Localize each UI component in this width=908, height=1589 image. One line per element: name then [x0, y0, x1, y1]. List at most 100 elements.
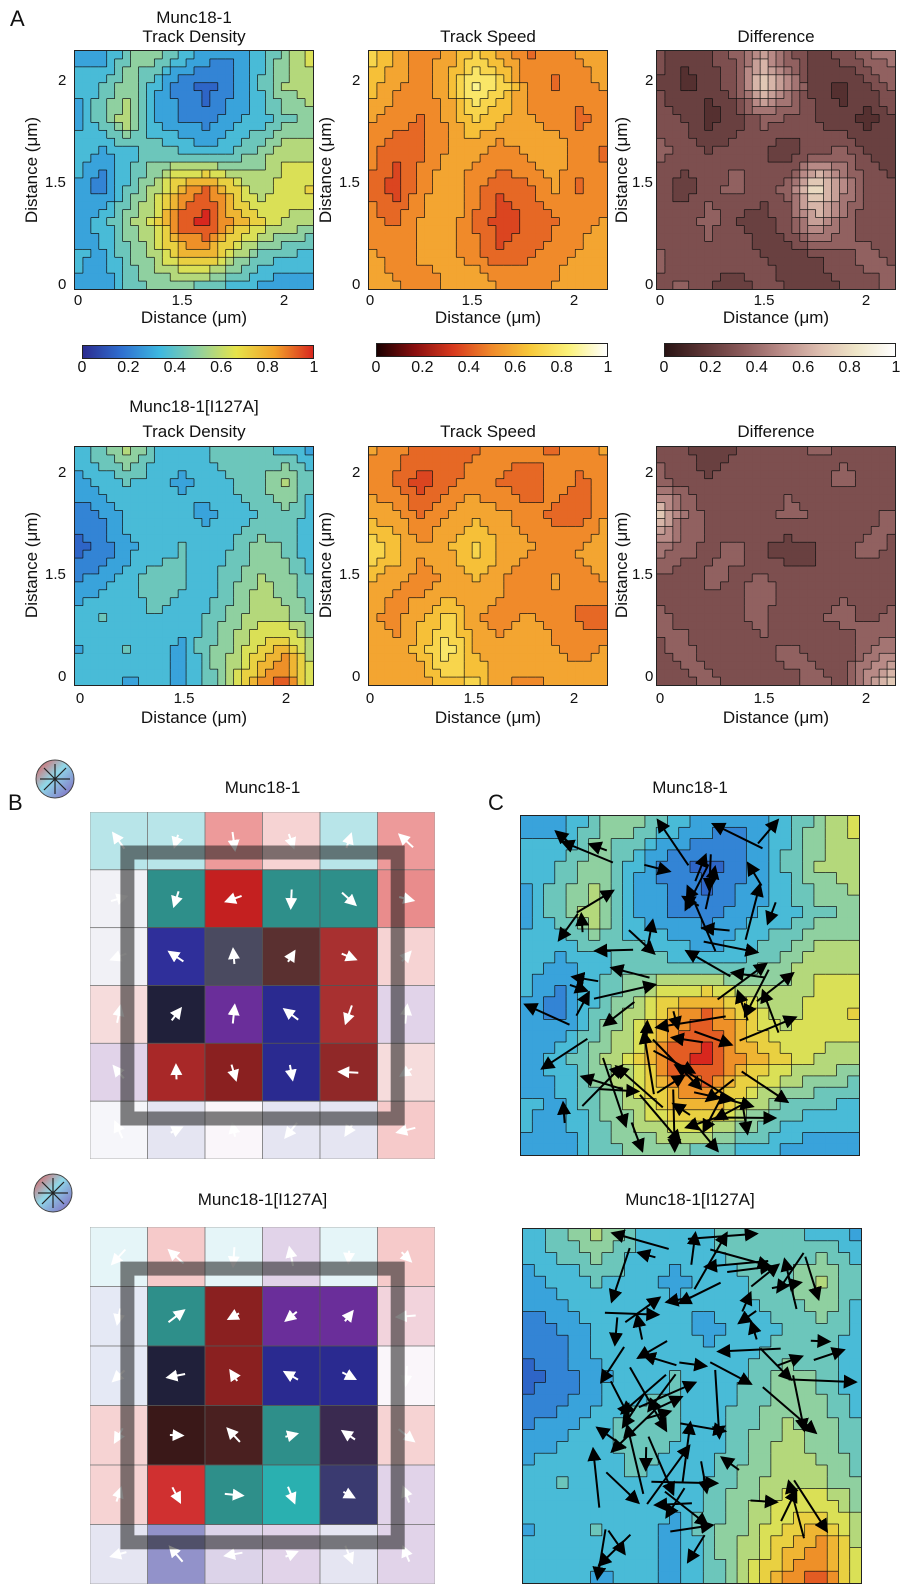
heatmap-cell — [99, 178, 108, 187]
heatmap-cell — [257, 510, 266, 519]
heatmap-cell — [575, 130, 584, 139]
heatmap-cell — [832, 273, 841, 282]
heatmap-cell — [681, 75, 690, 84]
heatmap-cell — [242, 146, 251, 155]
heatmap-cell — [242, 273, 251, 282]
heatmap-cell — [536, 249, 545, 258]
heatmap-cell — [736, 241, 745, 250]
heatmap-cell — [178, 566, 187, 575]
heatmap-cell — [273, 170, 282, 179]
heatmap-cell — [855, 154, 864, 163]
heatmap-cell — [432, 138, 441, 147]
heatmap-cell — [855, 265, 864, 274]
heatmap-cell — [273, 534, 282, 543]
heatmap-cell — [250, 518, 259, 527]
heatmap-cell — [528, 83, 537, 92]
heatmap-cell — [520, 75, 529, 84]
heatmap-cell — [138, 257, 147, 266]
heatmap-cell — [138, 558, 147, 567]
heatmap-cell — [575, 122, 584, 131]
heatmap-cell — [75, 210, 84, 219]
heatmap-cell — [154, 257, 163, 266]
heatmap-cell — [776, 178, 785, 187]
heatmap-cell — [385, 162, 394, 171]
heatmap-cell — [115, 471, 124, 480]
heatmap-cell — [131, 463, 140, 472]
heatmap-cell — [218, 59, 227, 68]
heatmap-cell — [210, 257, 219, 266]
heatmap-cell — [218, 83, 227, 92]
heatmap-cell — [816, 122, 825, 131]
heatmap-cell — [297, 265, 306, 274]
heatmap-cell — [847, 130, 856, 139]
heatmap-cell — [784, 83, 793, 92]
heatmap-cell — [234, 75, 243, 84]
heatmap-cell — [792, 281, 801, 289]
heatmap-cell — [800, 265, 809, 274]
heatmap-cell — [218, 186, 227, 195]
heatmap-cell — [887, 210, 895, 219]
heatmap-cell — [448, 241, 457, 250]
heatmap-cell — [887, 273, 895, 282]
heatmap-cell — [816, 226, 825, 235]
heatmap-cell — [154, 590, 163, 599]
heatmap-cell — [234, 210, 243, 219]
heatmap-cell — [760, 162, 769, 171]
heatmap-cell — [377, 233, 386, 242]
heatmap-cell — [728, 210, 737, 219]
heatmap-cell — [226, 51, 235, 60]
heatmap-cell — [234, 67, 243, 76]
heatmap-cell — [401, 91, 410, 100]
heatmap-cell — [369, 91, 378, 100]
heatmap-cell — [289, 154, 298, 163]
heatmap-cell — [736, 273, 745, 282]
heatmap-cell — [744, 218, 753, 227]
heatmap-cell — [242, 114, 251, 123]
heatmap-cell — [488, 91, 497, 100]
heatmap-cell — [520, 114, 529, 123]
heatmap-cell — [178, 122, 187, 131]
heatmap-cell — [776, 170, 785, 179]
heatmap-cell — [472, 99, 481, 108]
heatmap-cell — [705, 202, 714, 211]
heatmap-cell — [194, 471, 203, 480]
heatmap-cell — [575, 59, 584, 68]
heatmap-cell — [281, 463, 290, 472]
heatmap-cell — [551, 114, 560, 123]
heatmap-cell — [768, 83, 777, 92]
heatmap-cell — [202, 487, 211, 496]
heatmap-cell — [705, 154, 714, 163]
heatmap-cell — [583, 233, 592, 242]
heatmap-cell — [210, 138, 219, 147]
heatmap-cell — [551, 202, 560, 211]
heatmap-cell — [657, 233, 666, 242]
heatmap-cell — [202, 534, 211, 543]
heatmap-cell — [768, 162, 777, 171]
heatmap-cell — [385, 122, 394, 131]
heatmap-cell — [99, 479, 108, 488]
heatmap-cell — [297, 463, 306, 472]
heatmap-cell — [583, 83, 592, 92]
heatmap-cell — [728, 170, 737, 179]
heatmap-cell — [257, 471, 266, 480]
heatmap-cell — [808, 233, 817, 242]
heatmap-cell — [713, 233, 722, 242]
heatmap-cell — [75, 471, 84, 480]
heatmap-cell — [456, 218, 465, 227]
heatmap-cell — [409, 91, 418, 100]
heatmap-cell — [107, 67, 116, 76]
heatmap-cell — [91, 503, 100, 512]
heatmap-cell — [520, 170, 529, 179]
heatmap-cell — [210, 574, 219, 583]
heatmap-cell — [512, 146, 521, 155]
heatmap-cell — [784, 122, 793, 131]
heatmap-cell — [289, 75, 298, 84]
heatmap-cell — [83, 114, 92, 123]
heatmap-cell — [720, 91, 729, 100]
heatmap-cell — [504, 130, 513, 139]
heatmap-cell — [289, 107, 298, 116]
heatmap-cell — [839, 249, 848, 258]
heatmap-cell — [401, 186, 410, 195]
heatmap-cell — [697, 138, 706, 147]
heatmap-cell — [289, 67, 298, 76]
